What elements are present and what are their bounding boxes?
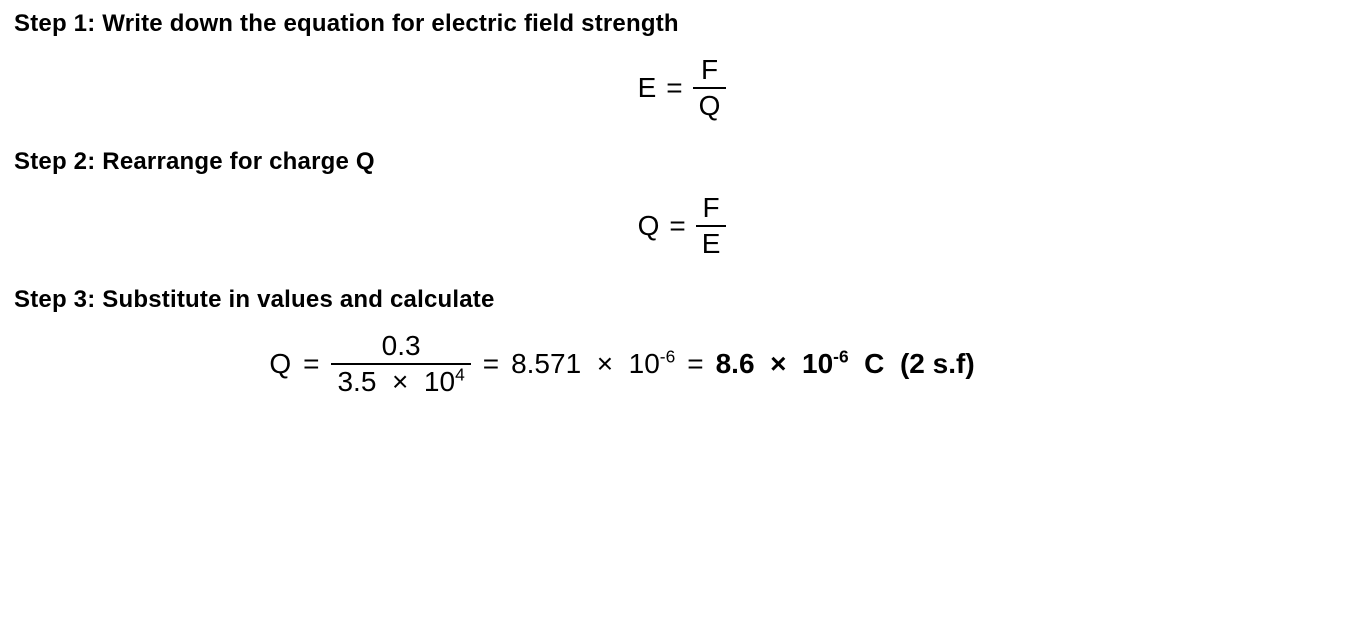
eq1-numerator: F [695, 56, 724, 84]
eq3-final-unit: C [864, 348, 884, 379]
eq3-final-value: 8.6 × 10-6 C (2 s.f) [716, 350, 975, 378]
step-3-title: Step 3: Substitute in values and calcula… [14, 286, 1350, 314]
eq3-mid-coeff: 8.571 [511, 348, 581, 379]
step-2-equation: Q = F E [638, 194, 727, 258]
step-3-equation-container: Q = 0.3 3.5 × 104 = 8.571 × 10-6 [14, 332, 1350, 396]
eq1-fraction: F Q [693, 56, 727, 120]
eq3-mid-base: 10 [629, 348, 660, 379]
page-root: Step 1: Write down the equation for elec… [0, 0, 1364, 634]
eq3-den-base: 10 [424, 366, 455, 397]
eq3-mid-times: × [597, 348, 613, 379]
eq2-equals: = [669, 212, 685, 240]
eq3-fraction-den: 3.5 × 104 [331, 368, 470, 396]
step-1-equation-container: E = F Q [14, 56, 1350, 120]
eq2-numerator: F [697, 194, 726, 222]
eq3-mid-value: 8.571 × 10-6 [511, 350, 675, 378]
eq1-fraction-bar [693, 87, 727, 89]
eq3-den-exp: 4 [455, 365, 465, 385]
eq3-final-times: × [770, 348, 786, 379]
step-1-equation: E = F Q [638, 56, 727, 120]
eq3-equals-2: = [483, 350, 499, 378]
step-1-title: Step 1: Write down the equation for elec… [14, 10, 1350, 38]
eq1-denominator: Q [693, 92, 727, 120]
eq1-lhs: E [638, 74, 657, 102]
eq3-final-base: 10 [802, 348, 833, 379]
eq3-lhs: Q [269, 350, 291, 378]
eq3-final-exp: -6 [833, 347, 848, 367]
step-2-equation-container: Q = F E [14, 194, 1350, 258]
eq2-lhs: Q [638, 212, 660, 240]
eq3-den-times: × [392, 366, 408, 397]
step-3-equation: Q = 0.3 3.5 × 104 = 8.571 × 10-6 [269, 332, 974, 396]
eq2-fraction-bar [696, 225, 727, 227]
eq1-equals: = [666, 74, 682, 102]
eq3-fraction-num: 0.3 [376, 332, 427, 360]
eq3-fraction: 0.3 3.5 × 104 [331, 332, 470, 396]
eq2-denominator: E [696, 230, 727, 258]
eq2-fraction: F E [696, 194, 727, 258]
eq3-fraction-bar [331, 363, 470, 365]
eq3-equals-1: = [303, 350, 319, 378]
step-2-title: Step 2: Rearrange for charge Q [14, 148, 1350, 176]
eq3-den-coeff: 3.5 [337, 366, 376, 397]
eq3-final-coeff: 8.6 [716, 348, 755, 379]
eq3-final-note: (2 s.f) [900, 348, 975, 379]
eq3-equals-3: = [687, 350, 703, 378]
eq3-mid-exp: -6 [660, 347, 675, 367]
